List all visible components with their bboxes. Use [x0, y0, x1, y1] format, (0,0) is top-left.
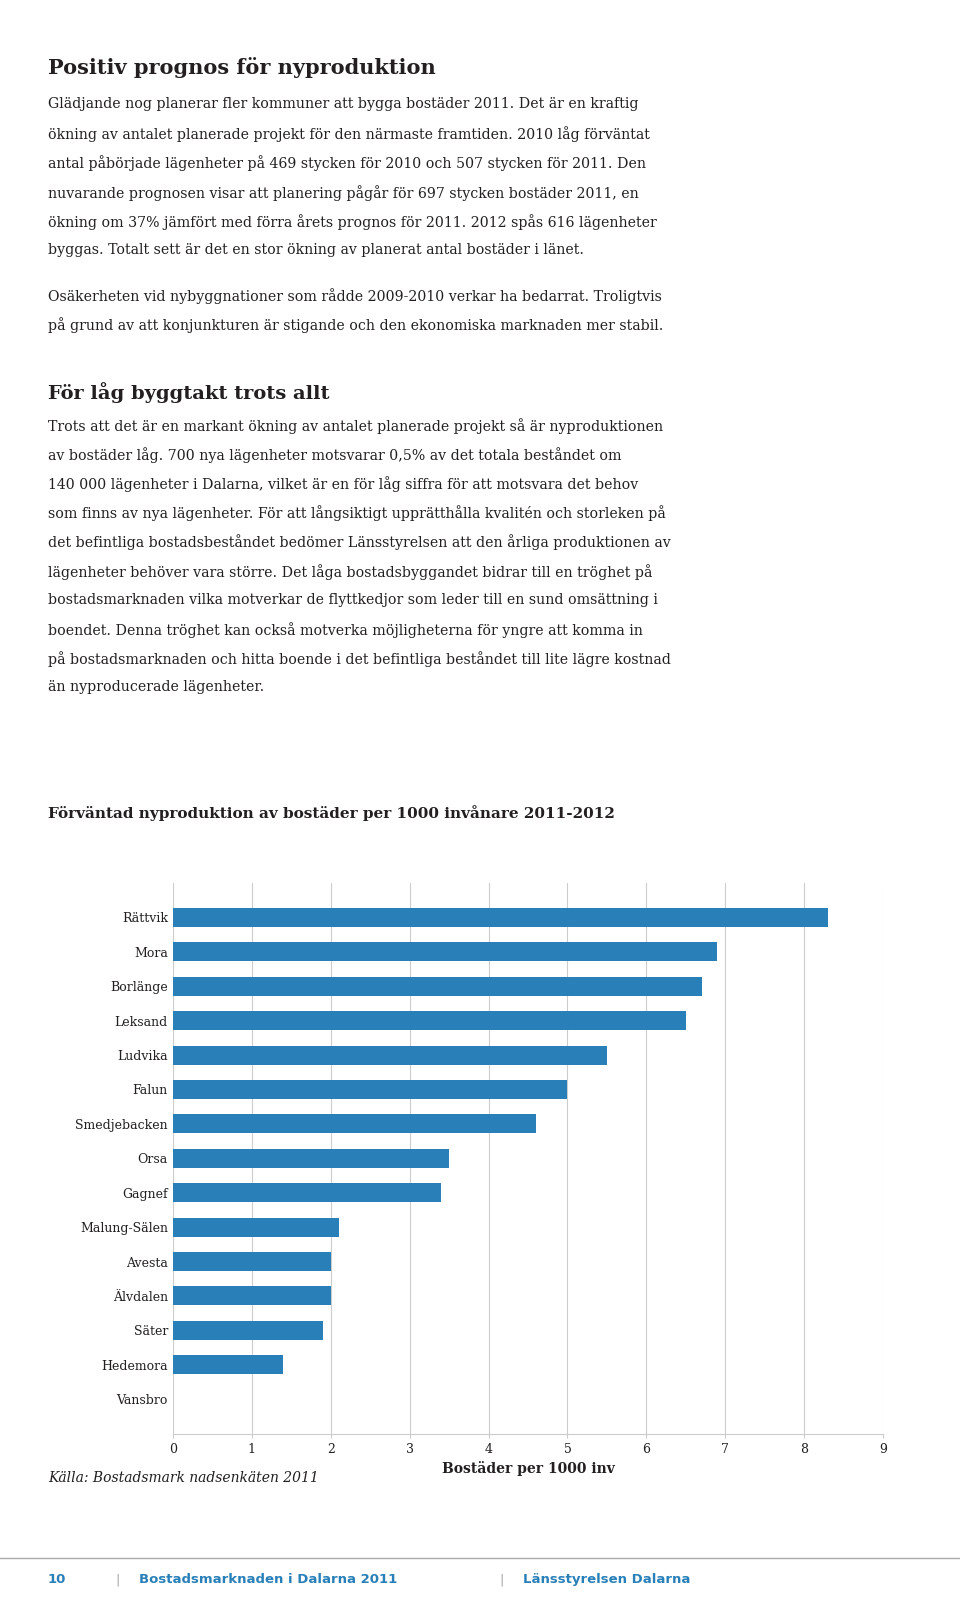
- Bar: [173, 1045, 607, 1064]
- Text: lägenheter behöver vara större. Det låga bostadsbyggandet bidrar till en tröghet: lägenheter behöver vara större. Det låga…: [48, 564, 653, 580]
- Text: än nyproducerade lägenheter.: än nyproducerade lägenheter.: [48, 680, 264, 695]
- Text: antal påbörjade lägenheter på 469 stycken för 2010 och 507 stycken för 2011. Den: antal påbörjade lägenheter på 469 stycke…: [48, 156, 646, 172]
- X-axis label: Bostäder per 1000 inv: Bostäder per 1000 inv: [442, 1461, 614, 1476]
- Text: Bostadsmarknaden i Dalarna 2011: Bostadsmarknaden i Dalarna 2011: [139, 1573, 397, 1586]
- Bar: [173, 1183, 442, 1202]
- Text: som finns av nya lägenheter. För att långsiktigt upprätthålla kvalitén och storl: som finns av nya lägenheter. För att lån…: [48, 505, 665, 522]
- Text: byggas. Totalt sett är det en stor ökning av planerat antal bostäder i länet.: byggas. Totalt sett är det en stor öknin…: [48, 243, 584, 258]
- Bar: [173, 1320, 323, 1340]
- Bar: [173, 1286, 330, 1306]
- Text: 10: 10: [48, 1573, 66, 1586]
- Bar: [173, 977, 702, 996]
- Text: det befintliga bostadsbeståndet bedömer Länsstyrelsen att den årliga produktione: det befintliga bostadsbeståndet bedömer …: [48, 535, 671, 551]
- Text: Trots att det är en markant ökning av antalet planerade projekt så är nyprodukti: Trots att det är en markant ökning av an…: [48, 418, 663, 434]
- Text: Osäkerheten vid nybyggnationer som rådde 2009-2010 verkar ha bedarrat. Troligtvi: Osäkerheten vid nybyggnationer som rådde…: [48, 288, 661, 305]
- Bar: [173, 1011, 685, 1030]
- Bar: [173, 1356, 283, 1374]
- Text: boendet. Denna tröghet kan också motverka möjligheterna för yngre att komma in: boendet. Denna tröghet kan också motverk…: [48, 622, 643, 638]
- Text: nuvarande prognosen visar att planering pågår för 697 stycken bostäder 2011, en: nuvarande prognosen visar att planering …: [48, 185, 638, 201]
- Text: Glädjande nog planerar fler kommuner att bygga bostäder 2011. Det är en kraftig: Glädjande nog planerar fler kommuner att…: [48, 97, 638, 112]
- Text: För låg byggtakt trots allt: För låg byggtakt trots allt: [48, 382, 329, 403]
- Bar: [173, 1252, 330, 1272]
- Text: |: |: [115, 1573, 120, 1586]
- Text: ökning om 37% jämfört med förra årets prognos för 2011. 2012 spås 616 lägenheter: ökning om 37% jämfört med förra årets pr…: [48, 214, 657, 230]
- Bar: [173, 1081, 567, 1098]
- Text: Positiv prognos för nyproduktion: Positiv prognos för nyproduktion: [48, 57, 436, 78]
- Text: ökning av antalet planerade projekt för den närmaste framtiden. 2010 låg förvänt: ökning av antalet planerade projekt för …: [48, 126, 650, 143]
- Text: på grund av att konjunkturen är stigande och den ekonomiska marknaden mer stabil: på grund av att konjunkturen är stigande…: [48, 318, 663, 334]
- Text: Förväntad nyproduktion av bostäder per 1000 invånare 2011-2012: Förväntad nyproduktion av bostäder per 1…: [48, 805, 614, 821]
- Text: Källa: Bostadsmark nadsenkäten 2011: Källa: Bostadsmark nadsenkäten 2011: [48, 1471, 319, 1486]
- Text: Länsstyrelsen Dalarna: Länsstyrelsen Dalarna: [523, 1573, 690, 1586]
- Text: 140 000 lägenheter i Dalarna, vilket är en för låg siffra för att motsvara det b: 140 000 lägenheter i Dalarna, vilket är …: [48, 476, 638, 492]
- Bar: [173, 1218, 339, 1236]
- Text: på bostadsmarknaden och hitta boende i det befintliga beståndet till lite lägre : på bostadsmarknaden och hitta boende i d…: [48, 651, 671, 667]
- Text: |: |: [499, 1573, 504, 1586]
- Bar: [173, 1115, 536, 1134]
- Bar: [173, 907, 828, 927]
- Text: bostadsmarknaden vilka motverkar de flyttkedjor som leder till en sund omsättnin: bostadsmarknaden vilka motverkar de flyt…: [48, 593, 658, 608]
- Text: av bostäder låg. 700 nya lägenheter motsvarar 0,5% av det totala beståndet om: av bostäder låg. 700 nya lägenheter mots…: [48, 447, 621, 463]
- Bar: [173, 1149, 449, 1168]
- Bar: [173, 943, 717, 961]
